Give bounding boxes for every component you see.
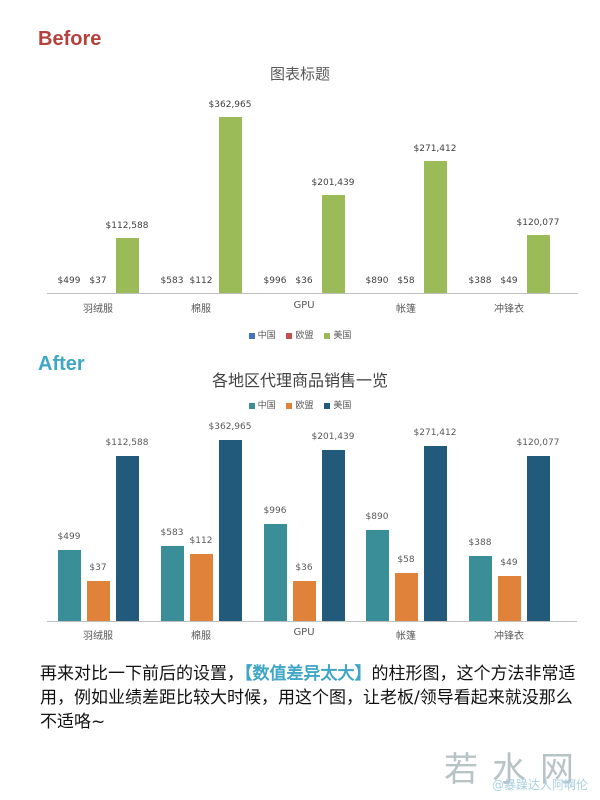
after-chart-title: 各地区代理商品销售一览 xyxy=(211,371,388,390)
before-chart-title: 图表标题 xyxy=(269,65,330,83)
bar-中国 xyxy=(263,524,287,621)
data-label: $388 xyxy=(468,275,492,286)
bar-欧盟 xyxy=(394,573,418,621)
legend-swatch-icon xyxy=(286,402,293,409)
bar-美国 xyxy=(115,456,139,621)
category-label: 棉服 xyxy=(191,304,211,315)
legend-swatch-icon xyxy=(248,402,255,409)
before-label: Before xyxy=(38,28,102,50)
data-label: $36 xyxy=(295,563,313,573)
category-label: 羽绒服 xyxy=(83,631,113,642)
legend-item-usa: 美国 xyxy=(324,398,351,411)
bar-美国 xyxy=(218,117,242,293)
data-label: $112,588 xyxy=(105,438,149,448)
data-label: $120,077 xyxy=(516,437,560,448)
bar-美国 xyxy=(321,450,345,621)
watermark-logo: 若水网 xyxy=(444,750,588,790)
after-legend: 中国 欧盟 美国 xyxy=(0,398,600,411)
category-label: 冲锋衣 xyxy=(494,304,524,315)
legend-item-china: 中国 xyxy=(248,328,276,341)
data-label: $890 xyxy=(365,275,389,286)
category-label: 帐篷 xyxy=(396,631,416,642)
data-label: $49 xyxy=(500,558,518,569)
caption-text: 再来对比一下前后的设置，【数值差异太大】的柱形图，这个方法非常适用，例如业绩差距… xyxy=(40,664,576,732)
after-x-axis xyxy=(47,621,577,622)
legend-item-eu: 欧盟 xyxy=(286,328,314,341)
data-label: $583 xyxy=(160,527,184,538)
watermark-handle: @暴躁达人阿啊伦 xyxy=(491,778,588,792)
before-x-axis xyxy=(47,293,578,294)
data-label: $112 xyxy=(189,275,213,286)
bar-中国 xyxy=(468,556,492,621)
category-label: 棉服 xyxy=(191,631,211,642)
bar-美国 xyxy=(321,195,345,293)
data-label: $388 xyxy=(468,538,492,548)
data-label: $37 xyxy=(89,562,107,573)
legend-swatch-icon xyxy=(248,332,255,339)
data-label: $58 xyxy=(397,555,415,566)
after-label: After xyxy=(38,353,85,375)
data-label: $37 xyxy=(89,275,107,286)
data-label: $49 xyxy=(500,275,518,286)
bar-美国 xyxy=(423,445,447,621)
data-label: $201,439 xyxy=(311,178,355,189)
bar-美国 xyxy=(115,238,139,293)
caption-highlight: 【数值差异太大】 xyxy=(244,664,372,684)
data-label: $120,077 xyxy=(516,217,560,228)
legend-swatch-icon xyxy=(324,402,331,409)
data-label: $112 xyxy=(189,536,213,546)
bar-欧盟 xyxy=(497,576,521,621)
data-label: $36 xyxy=(295,275,313,286)
data-label: $271,412 xyxy=(413,144,457,155)
category-label: 羽绒服 xyxy=(83,304,113,315)
bar-美国 xyxy=(218,440,242,621)
bar-美国 xyxy=(526,234,550,293)
data-label: $112,588 xyxy=(105,221,149,232)
bar-中国 xyxy=(160,545,184,621)
data-label: $362,965 xyxy=(208,422,252,432)
legend-item-china: 中国 xyxy=(248,398,276,411)
data-label: $201,439 xyxy=(311,432,355,443)
data-label: $583 xyxy=(160,275,184,286)
before-legend: 中国 欧盟 美国 xyxy=(0,328,600,341)
bar-欧盟 xyxy=(86,580,110,621)
data-label: $996 xyxy=(263,506,287,516)
category-label: GPU xyxy=(293,627,315,638)
data-label: $996 xyxy=(263,275,287,286)
bar-中国 xyxy=(57,550,81,621)
legend-item-eu: 欧盟 xyxy=(286,398,314,411)
data-label: $271,412 xyxy=(413,427,457,438)
data-label: $890 xyxy=(365,511,389,522)
bar-美国 xyxy=(423,161,447,293)
data-label: $58 xyxy=(397,275,415,286)
category-label: 冲锋衣 xyxy=(494,631,524,642)
bar-欧盟 xyxy=(189,554,213,621)
bar-中国 xyxy=(365,529,389,621)
legend-item-usa: 美国 xyxy=(324,328,351,341)
data-label: $499 xyxy=(57,275,81,286)
watermark: 若水网 @暴躁达人阿啊伦 xyxy=(444,752,588,793)
legend-swatch-icon xyxy=(286,332,293,339)
category-label: 帐篷 xyxy=(396,304,416,315)
legend-swatch-icon xyxy=(324,332,331,339)
bar-欧盟 xyxy=(292,581,316,621)
data-label: $362,965 xyxy=(208,100,252,110)
bar-美国 xyxy=(526,455,550,621)
data-label: $499 xyxy=(57,532,81,543)
category-label: GPU xyxy=(293,300,315,311)
